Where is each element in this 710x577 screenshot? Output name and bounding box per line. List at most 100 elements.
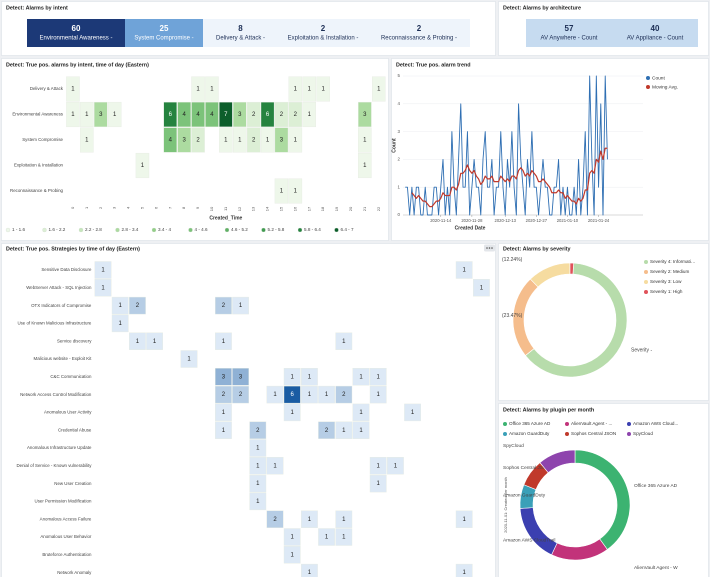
row-label: Sensitive Data Disclosure (41, 267, 92, 272)
heat-cell (318, 385, 335, 404)
cell-value: 1 (273, 392, 277, 398)
heat-cell (369, 474, 387, 493)
cell-value: 1 (342, 535, 346, 541)
heat-cell (301, 510, 318, 528)
cell-value: 3 (182, 138, 186, 144)
heat-cell (93, 101, 108, 128)
panel-title: Detect: True pos. alarms by intent, time… (6, 62, 149, 68)
cell-value: 1 (101, 285, 105, 291)
legend-label: 3.4 - 4 (158, 227, 171, 232)
cell-value: 3 (363, 112, 367, 118)
legend-label: Office 365 Azure AD (509, 421, 551, 426)
heat-cell (249, 439, 267, 457)
x-tick-label: 11 (223, 206, 228, 211)
legend-label: 5.2 - 5.8 (268, 227, 285, 232)
panel-title: Detect: True pos. alarm trend (396, 62, 471, 68)
cell-value: 6 (291, 392, 295, 398)
cell-value: 1 (291, 410, 295, 416)
heat-cell (283, 546, 301, 564)
heat-cell (318, 528, 335, 546)
heat-cell (352, 368, 370, 386)
cell-value: 2 (136, 303, 140, 309)
cell-value: 1 (256, 446, 260, 452)
cell-value: 1 (411, 410, 415, 416)
heat-cell (302, 76, 317, 102)
x-tick-label: 2020-11-28 (461, 218, 483, 223)
heat-cell (111, 314, 129, 333)
heat-cell (274, 101, 289, 128)
row-label: Network Anomaly (57, 570, 92, 575)
cell-value: 1 (308, 112, 312, 118)
cell-value: 1 (308, 374, 312, 380)
cell-value: 2 (256, 428, 260, 434)
row-label: Credential Abuse (58, 427, 92, 432)
kpi-tile (526, 19, 612, 47)
legend-swatch (565, 432, 569, 436)
series-line (411, 147, 608, 208)
kpi-tile (368, 19, 470, 47)
heat-cell (369, 457, 387, 475)
heat-cell (249, 421, 267, 439)
x-tick-label: 4 (126, 206, 131, 209)
cell-value: 1 (363, 138, 367, 144)
x-tick-label: 5 (140, 206, 145, 209)
legend-label: SpyCloud (633, 431, 653, 436)
row-label: Reconnaissance & Probing (10, 188, 64, 193)
cell-value: 1 (308, 392, 312, 398)
heat-cell (249, 492, 267, 511)
panel-menu[interactable] (484, 244, 495, 252)
cell-value: 2 (222, 303, 226, 309)
x-tick-label: 2020-11-14 (430, 218, 452, 223)
panel-title: Detect: Alarms by plugin per month (503, 407, 594, 413)
slice-label: Amazon GuardDuty (503, 492, 546, 498)
row-label: Environmental Awareness (12, 112, 63, 117)
cell-value: 1 (280, 189, 284, 195)
heat-cell (301, 563, 318, 577)
heat-cell (335, 332, 353, 350)
row-label: Bruteforce Authentication (42, 552, 92, 557)
heat-cell (274, 127, 289, 153)
x-tick-label: 22 (376, 206, 381, 211)
cell-value: 1 (377, 463, 381, 469)
panel (391, 58, 709, 241)
row-label: Use of Known Malicious Infrastructure (17, 321, 91, 326)
heat-cell (266, 385, 284, 404)
heat-cell (205, 101, 219, 128)
row-label: Delivery & Attack (30, 86, 64, 91)
cell-value: 2 (294, 112, 298, 118)
cell-value: 1 (71, 87, 75, 93)
cell-value: 1 (377, 87, 381, 93)
legend-swatch (627, 432, 631, 436)
cell-value: 1 (101, 268, 105, 274)
cell-value: 1 (291, 552, 295, 558)
y-axis-title: Count (391, 138, 397, 153)
x-tick-label: 21 (362, 206, 367, 211)
legend-label: AlienVault Agent - ... (571, 421, 612, 426)
y-tick-label: 0 (398, 212, 401, 217)
heat-cell (455, 563, 473, 577)
x-tick-label: 19 (334, 206, 339, 211)
heat-cell (214, 368, 232, 386)
kpi-tile (203, 19, 278, 47)
x-tick-label: 7 (167, 206, 172, 209)
legend-swatch (297, 227, 303, 233)
row-label: System Compromise (22, 137, 63, 142)
legend-label: 1.6 - 2.2 (49, 227, 66, 232)
legend-swatch (503, 432, 507, 436)
legend-swatch (5, 227, 11, 233)
heat-cell (191, 127, 205, 153)
y-tick-label: 1 (398, 184, 401, 189)
x-tick-label: 2020-12-27 (526, 218, 548, 223)
heat-cell (232, 127, 247, 153)
cell-value: 1 (222, 339, 226, 345)
heat-cell (372, 76, 386, 102)
y-tick-label: 2 (398, 157, 401, 162)
x-tick-label: 12 (237, 206, 242, 211)
x-tick-label: 3 (112, 206, 117, 209)
heat-cell (246, 101, 261, 128)
legend-swatch (644, 270, 648, 274)
x-tick-label: 1 (84, 206, 89, 209)
legend-swatch (644, 290, 648, 294)
heat-cell (288, 178, 303, 204)
heat-cell (288, 76, 303, 102)
